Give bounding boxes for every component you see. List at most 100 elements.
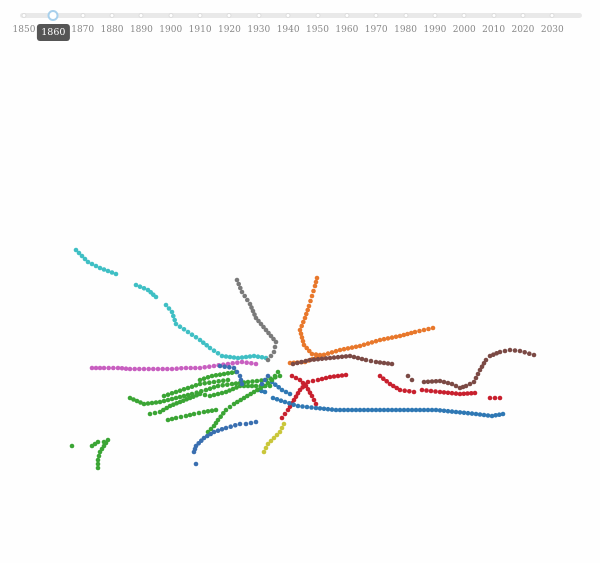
station-dot [325,351,331,356]
station-dot [349,345,355,350]
timeline-tick-2000[interactable] [461,13,467,18]
station-dot [512,348,518,353]
station-dot [223,425,229,431]
station-dot [211,385,217,390]
year-timeline-slider[interactable]: 1850 1860 1870 1880 1890 1900 1910 1920 1930 1940… [0,0,600,50]
timeline-tick-2020[interactable] [520,13,526,18]
timeline-year-label-1930[interactable]: 1930 [247,25,271,35]
station-dot [323,375,329,381]
timeline-tick-1930[interactable] [256,13,262,18]
timeline-year-label-1960[interactable]: 1960 [335,25,359,35]
station-dot [141,366,147,372]
station-dot [239,381,245,387]
station-dot [279,387,285,393]
timeline-tick-1950[interactable] [315,13,320,18]
station-dot [449,409,455,414]
station-dot [138,400,143,405]
station-dot [223,407,229,413]
station-dot [89,261,95,267]
timeline-tick-1880[interactable] [109,13,115,18]
timeline-tick-1870[interactable] [80,13,86,18]
station-dot [254,378,260,384]
timeline-tick-1940[interactable] [285,13,291,18]
timeline-tick-2030[interactable] [549,13,555,18]
station-dot [221,371,227,377]
station-dot [69,443,75,449]
dark-blue-line [191,363,271,467]
timeline-selected-year-label[interactable]: 1860 [37,24,70,41]
station-dot [163,302,169,308]
station-dot [457,410,463,415]
station-dot [227,388,232,393]
timeline-year-label-1980[interactable]: 1980 [394,25,417,35]
timeline-year-label-1940[interactable]: 1940 [276,25,300,35]
station-dot [401,332,407,338]
station-dot [95,461,101,467]
station-dot [473,375,479,381]
station-dot [213,407,219,413]
station-dot [437,389,443,395]
station-dot [166,306,172,311]
timeline-year-label-1920[interactable]: 1920 [217,25,241,35]
station-dot [345,407,351,413]
station-dot [339,373,345,378]
timeline-year-label-1890[interactable]: 1890 [129,25,153,35]
timeline-tick-1910[interactable] [197,13,203,18]
timeline-year-label-2010[interactable]: 2010 [482,25,506,35]
station-dot [93,263,99,269]
timeline-year-label-1910[interactable]: 1910 [188,25,212,35]
timeline-tick-1850[interactable] [21,13,27,18]
station-dot [243,421,249,427]
station-dot [365,407,371,413]
station-dot [96,453,102,459]
station-dot [238,377,244,383]
station-dot [133,282,139,288]
timeline-tick-1920[interactable] [226,13,232,18]
station-dot [89,365,95,371]
station-dot [241,395,247,401]
station-dot [325,406,331,412]
station-dot [347,353,353,359]
station-dot [82,256,88,262]
timeline-tick-1980[interactable] [403,13,409,18]
station-dot [473,411,479,417]
timeline-tick-2010[interactable] [491,13,497,18]
timeline-tick-1960[interactable] [344,13,350,18]
timeline-track[interactable] [20,13,582,18]
timeline-year-label-1900[interactable]: 1900 [159,25,183,35]
station-dot [429,379,435,384]
timeline-tick-1970[interactable] [373,13,379,18]
timeline-year-label-1850[interactable]: 1850 [12,25,36,35]
station-dot [127,395,133,401]
station-dot [177,388,183,394]
timeline-tick-1990[interactable] [432,13,438,18]
station-dot [421,327,427,333]
timeline-handle[interactable] [47,10,59,21]
timeline-year-label-1950[interactable]: 1950 [306,25,329,35]
station-dot [211,348,217,354]
station-dot [205,409,211,414]
timeline-year-label-2020[interactable]: 2020 [511,25,535,35]
station-dot [145,401,151,406]
station-dot [277,429,283,435]
station-dot [239,359,245,365]
station-dot [197,381,203,387]
timeline-year-label-2030[interactable]: 2030 [540,25,564,35]
timeline-year-label-1870[interactable]: 1870 [71,25,95,35]
station-dot [221,378,226,384]
station-dot [231,355,237,360]
timeline-tick-1900[interactable] [168,13,174,18]
timeline-year-label-2000[interactable]: 2000 [452,25,476,35]
station-dot [361,342,367,348]
station-dot [295,360,300,366]
timeline-tick-1890[interactable] [138,13,144,18]
timeline-year-label-1970[interactable]: 1970 [364,25,388,35]
station-dot [309,393,315,399]
station-dot [417,407,423,413]
station-dot [402,388,408,394]
timeline-year-label-1990[interactable]: 1990 [423,25,447,35]
timeline-year-label-1880[interactable]: 1880 [100,25,124,35]
station-dot [314,275,320,281]
station-dot [153,400,159,405]
